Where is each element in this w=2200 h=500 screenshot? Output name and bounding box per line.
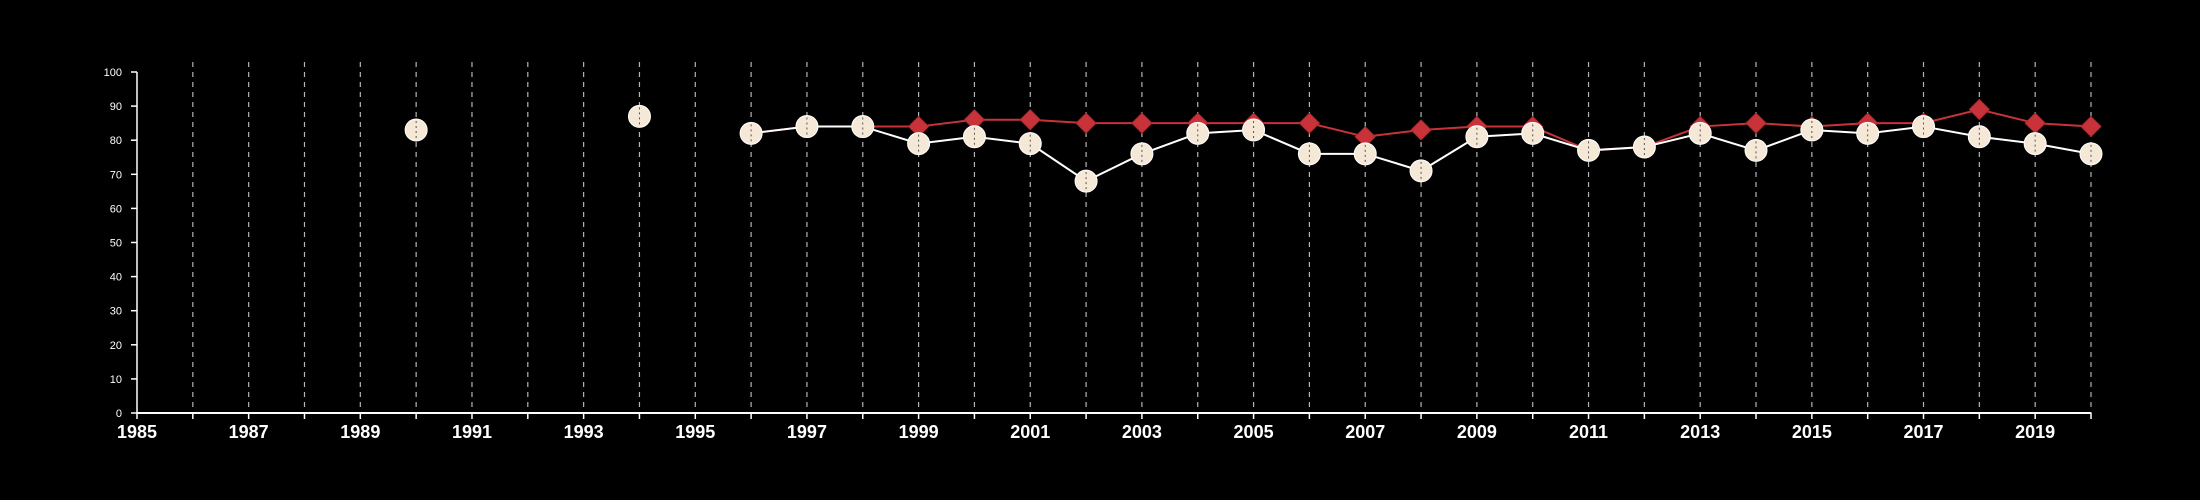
- x-tick-label: 2019: [2015, 422, 2055, 442]
- x-tick-label: 2011: [1569, 422, 1608, 442]
- series-circle-point: [627, 104, 651, 128]
- series: [404, 98, 2103, 193]
- y-tick-label: 40: [110, 272, 122, 284]
- y-tick-label: 70: [110, 169, 122, 181]
- series-circle: [404, 104, 2103, 193]
- series-circle-point: [907, 132, 931, 156]
- series-circle-point: [1353, 142, 1377, 166]
- series-diamond-point: [1075, 112, 1097, 134]
- series-diamond-point: [1410, 119, 1432, 141]
- x-tick-label: 1993: [564, 422, 604, 442]
- x-tick-label: 2001: [1010, 422, 1050, 442]
- series-circle-point: [1577, 138, 1601, 162]
- series-diamond-point: [1745, 112, 1767, 134]
- x-tick-label: 2013: [1680, 422, 1720, 442]
- x-tick-label: 1989: [340, 422, 380, 442]
- series-circle-point: [739, 121, 763, 145]
- series-diamond-point: [1131, 112, 1153, 134]
- series-circle-point: [1632, 135, 1656, 159]
- y-tick-label: 80: [110, 135, 122, 147]
- series-circle-point: [1856, 121, 1880, 145]
- series-circle-point: [2079, 142, 2103, 166]
- series-circle-point: [795, 115, 819, 139]
- y-tick-label: 90: [110, 101, 122, 113]
- series-diamond-point: [1968, 98, 1991, 121]
- y-tick-label: 0: [116, 408, 122, 420]
- x-tick-label: 1995: [675, 422, 715, 442]
- series-diamond-point: [2080, 115, 2102, 138]
- series-circle-point: [1912, 115, 1936, 139]
- series-circle-point: [1521, 121, 1545, 145]
- axes: 1985 1987 1989 1991 1993 1995 1997 1999 2001 2003…: [104, 67, 2092, 442]
- series-circle-point: [1409, 159, 1433, 183]
- series-circle-point: [1744, 138, 1768, 162]
- y-tick-label: 10: [110, 374, 122, 386]
- series-circle-point: [2023, 132, 2047, 156]
- y-tick-label: 20: [110, 340, 122, 352]
- x-tick-label: 2007: [1345, 422, 1385, 442]
- series-circle-point: [404, 118, 428, 142]
- series-circle-point: [1242, 118, 1266, 142]
- x-tick-label: 2005: [1234, 422, 1274, 442]
- series-circle-point: [1967, 125, 1991, 149]
- series-circle-point: [1465, 125, 1489, 149]
- x-tick-label: 1991: [452, 422, 492, 442]
- series-diamond-point: [2024, 112, 2046, 134]
- x-tick-label: 1999: [899, 422, 939, 442]
- series-circle-point: [1688, 121, 1712, 145]
- series-circle-point: [962, 125, 986, 149]
- series-circle-point: [1297, 142, 1321, 166]
- y-tick-label: 30: [110, 306, 122, 318]
- series-circle-point: [851, 115, 875, 139]
- series-circle-point: [1018, 132, 1042, 156]
- y-tick-label: 100: [104, 67, 122, 79]
- series-circle-point: [1130, 142, 1154, 166]
- series-circle-point: [1800, 118, 1824, 142]
- x-tick-label: 2009: [1457, 422, 1497, 442]
- x-tick-label: 1997: [787, 422, 827, 442]
- x-tick-label: 1985: [117, 422, 157, 442]
- x-tick-label: 2015: [1792, 422, 1832, 442]
- y-tick-label: 50: [110, 238, 122, 250]
- grid: [192, 62, 2092, 413]
- x-tick-label: 1987: [229, 422, 269, 442]
- y-tick-label: 60: [110, 203, 122, 215]
- series-circle-point: [1186, 121, 1210, 145]
- x-tick-label: 2017: [1903, 422, 1943, 442]
- x-tick-label: 2003: [1122, 422, 1162, 442]
- series-circle-point: [1074, 169, 1098, 193]
- series-diamond-point: [1019, 109, 1041, 131]
- series-diamond-point: [1298, 112, 1321, 134]
